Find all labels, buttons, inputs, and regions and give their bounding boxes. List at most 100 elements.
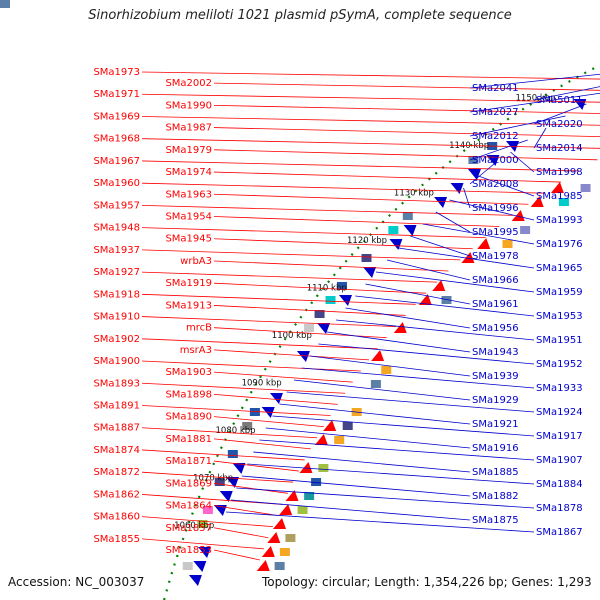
forward-gene-arrow bbox=[418, 294, 432, 305]
reverse-gene-arrow bbox=[232, 463, 246, 474]
gene-label-reverse: SMa1995 bbox=[472, 227, 519, 238]
forward-gene-arrow bbox=[323, 420, 337, 431]
feature-block bbox=[342, 422, 353, 430]
feature-block bbox=[314, 310, 325, 318]
label-leader bbox=[141, 271, 438, 283]
label-leader bbox=[213, 305, 406, 316]
gene-label-reverse: SMa1875 bbox=[472, 515, 519, 526]
gene-labels: SMa1973 SMa2002 SMa1971 SMa1990 SMa1969 SMa19… bbox=[93, 67, 582, 556]
label-leader bbox=[141, 71, 600, 80]
gene-label-forward: SMa1890 bbox=[165, 412, 212, 423]
feature-block bbox=[370, 380, 381, 388]
reverse-gene-arrow bbox=[193, 561, 207, 572]
label-leader bbox=[141, 427, 318, 439]
reverse-gene-arrow bbox=[317, 323, 330, 334]
label-leader bbox=[301, 367, 535, 389]
map-title: Sinorhizobium meliloti 1021 plasmid pSym… bbox=[88, 8, 512, 23]
gene-label-forward: SMa1967 bbox=[93, 156, 140, 167]
forward-gene-arrow bbox=[432, 280, 446, 291]
gene-label-forward: SMa1862 bbox=[93, 489, 140, 500]
kbp-tick-label: 1060 kbp bbox=[174, 521, 214, 531]
forward-gene-arrow bbox=[530, 196, 544, 207]
gene-label-reverse: SMa1929 bbox=[472, 395, 519, 406]
gene-label-forward: SMa1948 bbox=[93, 223, 140, 234]
label-leader bbox=[141, 449, 305, 461]
gene-label-reverse: SMa2020 bbox=[536, 119, 583, 130]
gene-label-forward: SMa1969 bbox=[93, 111, 140, 122]
gene-label-reverse: SMa1951 bbox=[536, 335, 583, 346]
gene-label-forward: SMa1954 bbox=[165, 212, 212, 223]
gene-label-forward: SMa1860 bbox=[93, 512, 140, 523]
label-leader bbox=[141, 516, 273, 528]
feature-block bbox=[558, 198, 569, 206]
gene-label-forward: SMa1919 bbox=[165, 278, 212, 289]
gene-label-reverse: SMa1916 bbox=[472, 443, 519, 454]
label-leader bbox=[213, 371, 353, 383]
label-leader bbox=[326, 331, 471, 353]
gene-label-reverse: SMa1878 bbox=[536, 503, 583, 514]
label-leader bbox=[213, 416, 324, 428]
label-leader bbox=[355, 295, 535, 317]
gene-label-forward: SMa1987 bbox=[165, 123, 212, 134]
label-leader bbox=[141, 538, 265, 550]
label-leader bbox=[533, 86, 600, 101]
feature-block bbox=[297, 506, 308, 514]
feature-block bbox=[279, 548, 290, 556]
label-leader bbox=[141, 204, 514, 216]
label-leader bbox=[435, 211, 471, 233]
label-leader bbox=[141, 382, 346, 394]
feature-block bbox=[318, 464, 329, 472]
feature-block bbox=[311, 478, 322, 486]
label-leader bbox=[345, 307, 471, 329]
kbp-tick-label: 1070 kbp bbox=[193, 474, 233, 484]
gene-label-reverse: SMa1961 bbox=[472, 299, 519, 310]
kbp-tick-label: 1130 kbp bbox=[394, 189, 434, 199]
label-leader bbox=[213, 82, 600, 91]
label-leader bbox=[141, 93, 600, 103]
kbp-tick-label: 1080 kbp bbox=[216, 426, 256, 436]
label-leader bbox=[265, 427, 471, 449]
label-leader bbox=[141, 405, 331, 416]
reverse-gene-arrow bbox=[188, 575, 202, 586]
label-leader bbox=[213, 527, 269, 539]
feature-block bbox=[334, 436, 345, 444]
forward-gene-arrow bbox=[477, 238, 491, 249]
feature-block bbox=[304, 324, 315, 332]
gene-label-forward: SMa1893 bbox=[93, 378, 140, 389]
label-leader bbox=[365, 283, 471, 305]
kbp-tick-label: 1090 kbp bbox=[242, 379, 282, 389]
feature-block bbox=[274, 562, 285, 570]
gene-label-forward: SMa1918 bbox=[93, 289, 140, 300]
accession-label: Accession: NC_003037 bbox=[8, 575, 145, 589]
gene-label-reverse: SMa1921 bbox=[472, 419, 519, 430]
label-leader bbox=[213, 171, 561, 183]
feature-block bbox=[242, 422, 253, 430]
label-leader bbox=[230, 499, 471, 521]
label-leader bbox=[141, 160, 579, 172]
gene-label-forward: SMa1900 bbox=[93, 356, 140, 367]
feature-block bbox=[285, 534, 296, 542]
label-leader bbox=[141, 138, 600, 149]
gene-label-forward: SMa1869 bbox=[165, 478, 212, 489]
forward-gene-arrow bbox=[273, 518, 287, 529]
reverse-gene-arrow bbox=[213, 505, 227, 516]
label-leader bbox=[213, 349, 370, 361]
gene-label-forward: SMa1874 bbox=[93, 445, 140, 456]
gene-label-reverse: SMa1993 bbox=[536, 215, 583, 226]
kbp-tick-label: 1160 kbp bbox=[599, 46, 600, 56]
label-leader bbox=[241, 475, 471, 497]
forward-gene-arrow bbox=[267, 532, 281, 543]
gene-label-reverse: SMa2027 bbox=[472, 107, 519, 118]
feature-block bbox=[388, 226, 399, 234]
kbp-tick-label: 1100 kbp bbox=[272, 331, 312, 341]
feature-block bbox=[214, 478, 225, 486]
label-leader bbox=[213, 216, 500, 227]
gene-label-reverse: SMa1956 bbox=[472, 323, 519, 334]
kbp-tick-label: 1150 kbp bbox=[516, 94, 556, 104]
gene-label-reverse: SMa1867 bbox=[536, 527, 583, 538]
feature-block bbox=[227, 450, 238, 458]
topology-summary: Topology: circular; Length: 1,354,226 bp… bbox=[262, 575, 592, 589]
label-leader bbox=[213, 438, 311, 450]
label-leader bbox=[469, 163, 495, 185]
gene-label-reverse: SMa5011 bbox=[536, 95, 583, 106]
